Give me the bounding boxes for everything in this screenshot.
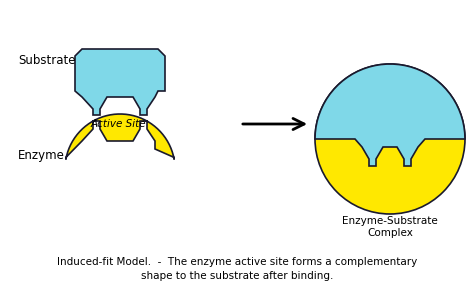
Text: Enzyme: Enzyme bbox=[18, 150, 65, 163]
Text: Enzyme-Substrate
Complex: Enzyme-Substrate Complex bbox=[342, 216, 438, 238]
Polygon shape bbox=[75, 49, 165, 115]
Text: Substrate: Substrate bbox=[18, 54, 75, 67]
Polygon shape bbox=[315, 64, 465, 166]
Polygon shape bbox=[66, 114, 174, 160]
Text: Induced-fit Model.  -  The enzyme active site forms a complementary: Induced-fit Model. - The enzyme active s… bbox=[57, 257, 417, 267]
Text: shape to the substrate after binding.: shape to the substrate after binding. bbox=[141, 271, 333, 281]
Circle shape bbox=[315, 64, 465, 214]
Text: Active Site: Active Site bbox=[90, 119, 146, 129]
